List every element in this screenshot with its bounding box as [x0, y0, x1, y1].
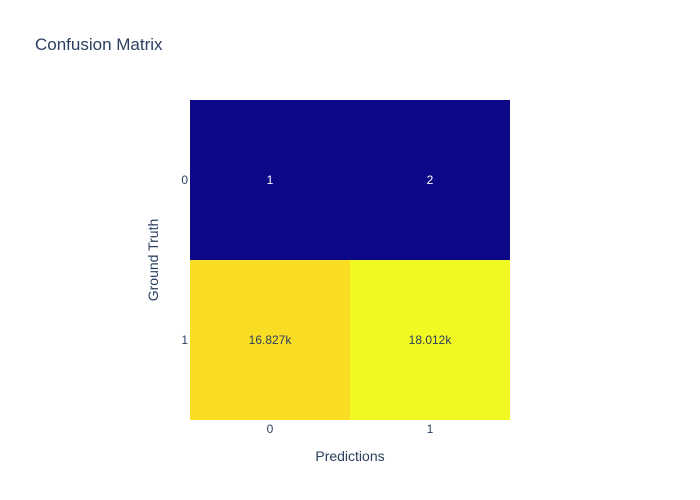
y-tick-label: 1	[181, 333, 188, 347]
x-axis-title: Predictions	[315, 448, 384, 464]
y-tick-label: 0	[181, 173, 188, 187]
cell-value-label: 18.012k	[409, 333, 453, 347]
heatmap-cell-r0-c0	[190, 100, 350, 260]
heatmap-cells	[190, 100, 510, 420]
heatmap-cell-r1-c1	[350, 260, 510, 420]
heatmap-cell-labels: 1 2 16.827k 18.012k	[249, 173, 453, 347]
y-axis-ticks: 01	[181, 173, 188, 347]
cell-value-label: 2	[427, 173, 434, 187]
cell-value-label: 16.827k	[249, 333, 293, 347]
cell-value-label: 1	[267, 173, 274, 187]
y-axis-title: Ground Truth	[145, 219, 161, 302]
heatmap-cell-r1-c0	[190, 260, 350, 420]
x-tick-label: 1	[427, 422, 434, 436]
chart-title: Confusion Matrix	[35, 35, 163, 54]
heatmap-cell-r0-c1	[350, 100, 510, 260]
x-tick-label: 0	[267, 422, 274, 436]
